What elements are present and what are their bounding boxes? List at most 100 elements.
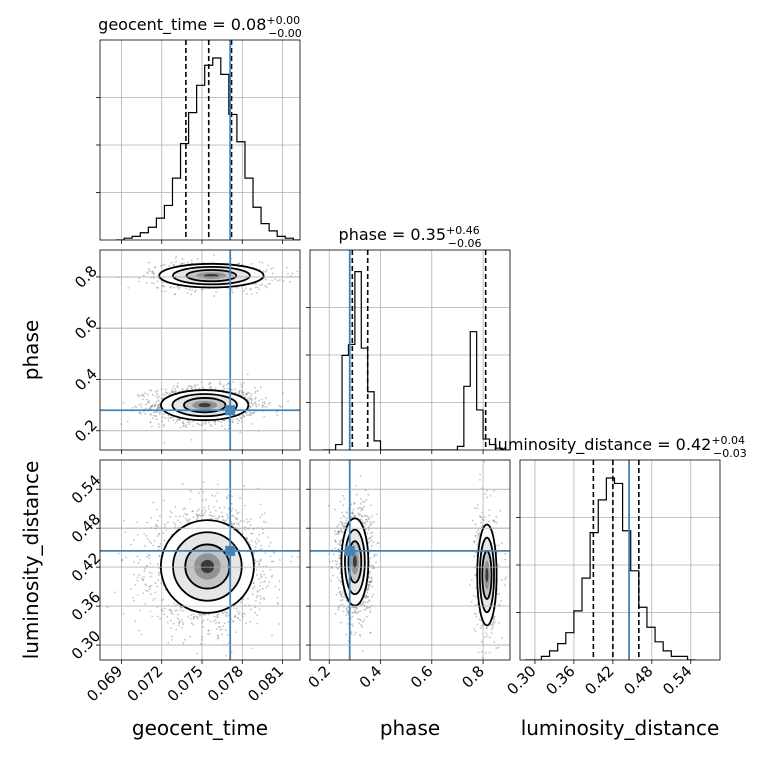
sample-point <box>366 607 368 609</box>
sample-point <box>254 286 257 289</box>
sample-point <box>172 264 175 267</box>
sample-point <box>202 422 205 425</box>
sample-point <box>209 382 212 385</box>
sample-point <box>114 591 116 594</box>
sample-point <box>361 507 364 510</box>
sample-point <box>332 553 335 556</box>
sample-point <box>248 407 251 410</box>
sample-point <box>261 398 264 401</box>
sample-point <box>344 519 347 522</box>
sample-point <box>334 613 337 615</box>
sample-point <box>121 558 124 561</box>
sample-point <box>343 525 346 528</box>
sample-point <box>478 618 481 621</box>
sample-point <box>354 610 356 613</box>
sample-point <box>182 388 185 391</box>
x-tick-label: 0.2 <box>304 662 334 692</box>
sample-point <box>483 460 486 463</box>
sample-point <box>256 538 259 541</box>
x-axis-label-phase: phase <box>380 716 440 740</box>
sample-point <box>497 646 500 649</box>
sample-point <box>221 612 224 615</box>
sample-point <box>358 622 361 625</box>
sample-point <box>498 603 501 606</box>
sample-point <box>282 280 285 282</box>
sample-point <box>347 610 350 612</box>
sample-point <box>209 620 212 623</box>
sample-point <box>209 387 212 390</box>
sample-point <box>242 381 245 384</box>
sample-point <box>504 558 507 561</box>
sample-point <box>241 391 244 394</box>
sample-point <box>262 596 265 599</box>
sample-point <box>151 405 153 408</box>
histogram-content-geocent_time <box>100 40 300 240</box>
sample-point <box>237 528 240 531</box>
sample-point <box>490 632 493 634</box>
sample-point <box>170 511 173 514</box>
sample-point <box>486 489 488 492</box>
sample-point <box>156 389 159 392</box>
sample-point <box>258 564 261 566</box>
sample-point <box>192 623 194 626</box>
sample-point <box>245 538 248 540</box>
sample-point <box>210 517 213 520</box>
sample-point <box>150 405 152 408</box>
sample-point <box>154 404 156 407</box>
sample-point <box>215 291 217 294</box>
sample-point <box>246 373 249 376</box>
sample-point <box>339 541 342 544</box>
sample-point <box>221 611 224 614</box>
sample-point <box>216 616 219 619</box>
sample-point <box>346 520 349 523</box>
sample-point <box>174 505 177 508</box>
sample-point <box>351 615 354 618</box>
sample-point <box>340 517 343 520</box>
sample-point <box>493 489 495 492</box>
histogram-luminosity_distance-background <box>520 460 720 660</box>
sample-point <box>213 515 216 517</box>
sample-point <box>202 613 205 616</box>
y-axis-label-phase: phase <box>19 320 43 380</box>
sample-point <box>492 519 495 522</box>
sample-point <box>358 506 361 509</box>
sample-point <box>365 596 368 599</box>
sample-point <box>377 541 380 544</box>
x-tick-label: 0.072 <box>123 662 166 705</box>
sample-point <box>263 401 266 403</box>
sample-point <box>367 529 370 531</box>
sample-point <box>484 516 486 519</box>
sample-point <box>214 420 217 423</box>
sample-point <box>177 418 180 421</box>
sample-point <box>338 530 340 533</box>
sample-point <box>343 515 346 518</box>
sample-point <box>152 544 155 547</box>
sample-point <box>252 582 255 585</box>
sample-point <box>290 555 293 558</box>
sample-point <box>227 508 230 511</box>
sample-point <box>188 288 191 291</box>
sample-point <box>144 603 147 606</box>
sample-point <box>345 607 348 610</box>
sample-point <box>482 624 484 626</box>
density-fill <box>352 555 357 569</box>
sample-point <box>244 604 247 607</box>
sample-point <box>328 560 331 563</box>
sample-point <box>176 617 179 619</box>
y-tick-label: 0.2 <box>71 416 101 446</box>
sample-point <box>477 651 480 654</box>
sample-point <box>163 263 166 266</box>
sample-point <box>169 392 171 395</box>
sample-point <box>174 391 177 394</box>
sample-point <box>480 650 483 653</box>
sample-point <box>254 606 257 609</box>
sample-point <box>217 621 219 624</box>
sample-point <box>339 520 342 523</box>
sample-point <box>181 621 184 624</box>
sample-point <box>197 617 200 620</box>
sample-point <box>367 537 370 540</box>
sample-point <box>142 592 145 595</box>
sample-point <box>237 617 240 620</box>
density-fill <box>200 559 215 574</box>
sample-point <box>263 520 265 523</box>
